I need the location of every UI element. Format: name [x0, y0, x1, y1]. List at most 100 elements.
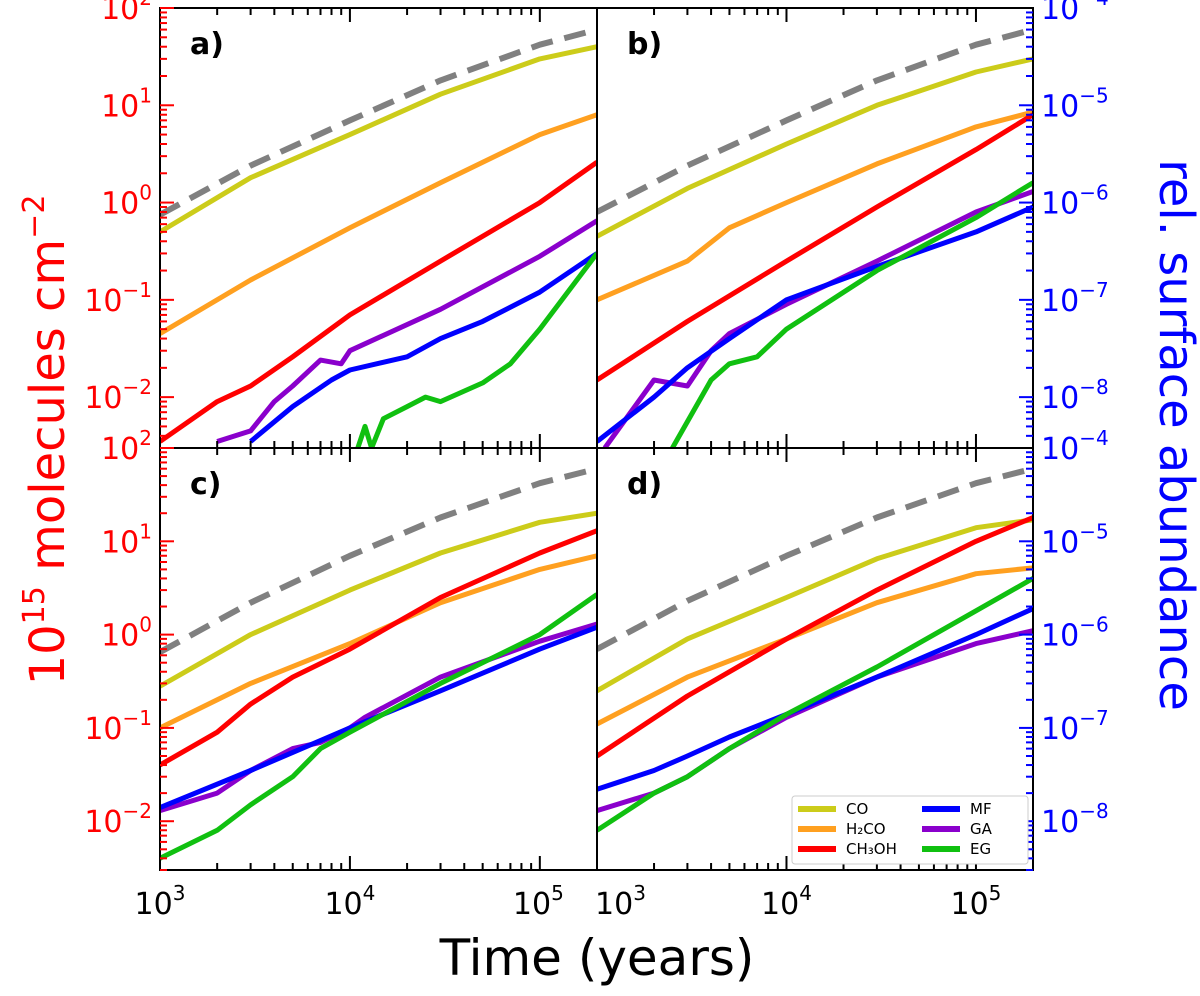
panel-c-axes: c)	[159, 447, 598, 871]
x-axis-title: Time (years)	[439, 929, 755, 987]
x-tick-label: 105	[513, 881, 564, 922]
panel-frame	[159, 7, 598, 449]
y-right-tick-label-exponent: −7	[1079, 278, 1108, 302]
x-tick-label-mantissa: 10	[324, 887, 362, 922]
y-left-tick-label-mantissa: 10	[84, 381, 122, 416]
y-right-tick-label-mantissa: 10	[1041, 381, 1079, 416]
y-left-tick-label-mantissa: 10	[101, 0, 139, 27]
panel-b-series	[597, 26, 1033, 448]
series-line-eg	[355, 251, 597, 448]
series-line-h2co	[160, 112, 597, 336]
series-line-ch3oh	[160, 528, 597, 768]
y-right-tick-label-mantissa: 10	[1041, 89, 1079, 124]
legend-label-mf: MF	[970, 800, 992, 818]
y-right-tick-label: 10−5	[1041, 83, 1109, 124]
x-tick-label: 103	[135, 881, 186, 922]
series-line-ga	[216, 218, 597, 444]
y-right-tick-label-mantissa: 10	[1041, 712, 1079, 747]
y-right-tick-label-mantissa: 10	[1041, 805, 1079, 840]
x-tick-label-mantissa: 10	[513, 887, 551, 922]
y-left-tick-label-mantissa: 10	[101, 525, 139, 560]
y-right-tick-label: 10−6	[1041, 613, 1109, 654]
y-right-tick-label-mantissa: 10	[1041, 525, 1079, 560]
plot-layer	[160, 26, 1033, 861]
y-right-tick-label: 10−4	[1041, 0, 1109, 27]
y-left-tick-label-exponent: 2	[139, 426, 152, 450]
series-line-ga	[602, 189, 1033, 448]
series-line-total	[160, 26, 597, 218]
legend-box	[791, 795, 1029, 865]
y-left-tick-label: 102	[101, 0, 152, 27]
x-tick-label-exponent: 3	[633, 881, 646, 905]
series-line-mf	[249, 251, 597, 444]
series-line-mf	[597, 606, 1033, 792]
legend-label-ga: GA	[970, 820, 993, 838]
y-left-tick-label: 100	[101, 613, 152, 654]
y-left-tick-label-mantissa: 10	[84, 284, 122, 319]
panel-label: c)	[190, 467, 222, 502]
series-line-ch3oh	[597, 112, 1033, 383]
y-left-tick-label-mantissa: 10	[84, 712, 122, 747]
y-left-tick-label: 10−2	[84, 799, 152, 840]
y-right-tick-label-exponent: −5	[1079, 83, 1108, 107]
y-left-tick-label-mantissa: 10	[101, 432, 139, 467]
axis-layer: a)b)c)d)10210110010−110−210210110010−110…	[84, 0, 1108, 922]
panel-label: d)	[627, 467, 662, 502]
series-line-eg	[597, 576, 1033, 833]
y-right-tick-label-exponent: −6	[1079, 613, 1108, 637]
x-tick-label-exponent: 5	[551, 881, 564, 905]
legend-label-eg: EG	[970, 840, 991, 858]
series-line-eg	[670, 180, 1033, 448]
y-left-tick-label: 101	[101, 519, 152, 560]
y-right-tick-label-mantissa: 10	[1041, 432, 1079, 467]
y-left-tick-label-exponent: 1	[139, 519, 152, 543]
y-left-tick-label-mantissa: 10	[101, 187, 139, 222]
y-right-tick-label-mantissa: 10	[1041, 619, 1079, 654]
x-tick-label-mantissa: 10	[595, 887, 633, 922]
y-right-tick-label-exponent: −8	[1079, 799, 1108, 823]
series-line-mf	[597, 204, 1033, 444]
y-left-tick-label: 10−2	[84, 375, 152, 416]
y-right-tick-label-exponent: −4	[1079, 0, 1108, 10]
y-right-tick-label: 10−4	[1041, 426, 1109, 467]
y-left-tick-label-mantissa: 10	[101, 619, 139, 654]
series-line-ch3oh	[597, 515, 1033, 759]
y-right-tick-label: 10−7	[1041, 706, 1109, 747]
panel-d-series	[597, 465, 1033, 833]
y-right-tick-label-exponent: −4	[1079, 426, 1108, 450]
y-left-tick-label-exponent: −2	[123, 375, 152, 399]
y-right-tick-label-mantissa: 10	[1041, 0, 1079, 27]
y-left-tick-label-exponent: 1	[139, 83, 152, 107]
legend-label-co: CO	[846, 800, 868, 818]
x-tick-label: 104	[761, 881, 812, 922]
y-right-tick-label: 10−5	[1041, 519, 1109, 560]
y-left-tick-label: 102	[101, 426, 152, 467]
x-tick-label-exponent: 5	[989, 881, 1002, 905]
panel-c-series	[160, 465, 597, 861]
series-line-total	[597, 465, 1033, 652]
x-tick-label-exponent: 4	[799, 881, 812, 905]
panel-frame	[596, 447, 1034, 871]
series-line-eg	[160, 592, 597, 861]
y-right-tick-label: 10−7	[1041, 278, 1109, 319]
x-tick-label-mantissa: 10	[135, 887, 173, 922]
y-axis-title-right: rel. surface abundance	[1148, 159, 1200, 711]
x-tick-label-exponent: 4	[363, 881, 376, 905]
panel-label: a)	[190, 27, 224, 62]
y-right-tick-label-mantissa: 10	[1041, 284, 1079, 319]
panel-frame	[159, 447, 598, 871]
x-tick-label: 103	[595, 881, 646, 922]
x-tick-label-mantissa: 10	[950, 887, 988, 922]
x-tick-label-exponent: 3	[173, 881, 186, 905]
y-right-tick-label: 10−6	[1041, 181, 1109, 222]
legend-label-ch3oh: CH₃OH	[846, 840, 897, 858]
series-line-ga	[597, 628, 1033, 813]
y-left-tick-label-exponent: 2	[139, 0, 152, 10]
y-left-tick-label: 101	[101, 83, 152, 124]
series-line-total	[597, 26, 1033, 215]
x-tick-label: 104	[324, 881, 375, 922]
y-left-tick-label: 10−1	[84, 706, 152, 747]
panel-a-axes: a)	[159, 7, 598, 449]
y-left-tick-label-exponent: 0	[139, 181, 152, 205]
y-left-tick-label-exponent: 0	[139, 613, 152, 637]
